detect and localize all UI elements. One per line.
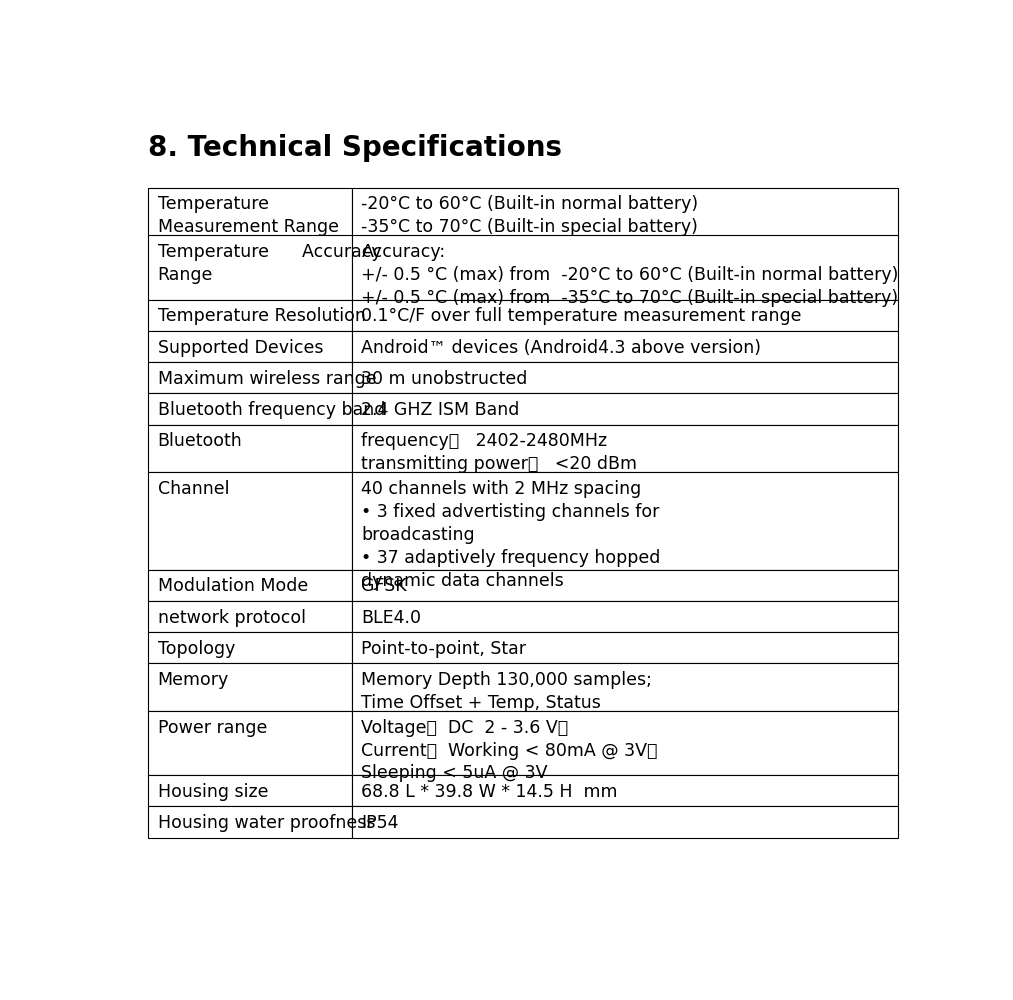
Text: 68.8 L * 39.8 W * 14.5 H  mm: 68.8 L * 39.8 W * 14.5 H mm	[362, 783, 618, 801]
Bar	[353, 425, 898, 472]
Bar	[353, 775, 898, 806]
Bar	[148, 331, 353, 362]
Bar	[148, 806, 353, 838]
Text: Voltage：  DC  2 - 3.6 V；
Current：  Working < 80mA @ 3V；
Sleeping < 5uA @ 3V: Voltage： DC 2 - 3.6 V； Current： Working …	[362, 719, 657, 782]
Bar	[353, 300, 898, 331]
Text: 40 channels with 2 MHz spacing
• 3 fixed advertisting channels for
broadcasting
: 40 channels with 2 MHz spacing • 3 fixed…	[362, 480, 660, 590]
Text: Modulation Mode: Modulation Mode	[158, 577, 308, 595]
Text: Housing size: Housing size	[158, 783, 268, 801]
Bar	[148, 235, 353, 300]
Bar	[353, 806, 898, 838]
Bar	[353, 601, 898, 632]
Text: Memory: Memory	[158, 671, 229, 689]
Bar	[148, 632, 353, 663]
Text: Maximum wireless range: Maximum wireless range	[158, 370, 376, 388]
Text: Bluetooth frequency band: Bluetooth frequency band	[158, 401, 385, 419]
Text: BLE4.0: BLE4.0	[362, 609, 421, 627]
Bar	[148, 362, 353, 393]
Text: Housing water proofness: Housing water proofness	[158, 814, 375, 832]
Bar	[148, 601, 353, 632]
Text: 0.1°C/F over full temperature measurement range: 0.1°C/F over full temperature measuremen…	[362, 307, 802, 325]
Text: Accuracy:
+/- 0.5 °C (max) from  -20°C to 60°C (Built-in normal battery)
+/- 0.5: Accuracy: +/- 0.5 °C (max) from -20°C to…	[362, 243, 899, 307]
Text: 2.4 GHZ ISM Band: 2.4 GHZ ISM Band	[362, 401, 520, 419]
Text: 8. Technical Specifications: 8. Technical Specifications	[148, 134, 562, 162]
Text: Temperature
Measurement Range: Temperature Measurement Range	[158, 195, 338, 236]
Bar	[148, 711, 353, 775]
Text: Temperature Resolution: Temperature Resolution	[158, 307, 366, 325]
Bar	[353, 393, 898, 425]
Text: Supported Devices: Supported Devices	[158, 339, 323, 357]
Text: Point-to-point, Star: Point-to-point, Star	[362, 640, 527, 658]
Bar	[353, 331, 898, 362]
Bar	[148, 300, 353, 331]
Text: GFSK: GFSK	[362, 577, 407, 595]
Text: Topology: Topology	[158, 640, 235, 658]
Bar	[353, 188, 898, 235]
Bar	[148, 663, 353, 711]
Bar	[148, 570, 353, 601]
Text: Temperature      Accuracy
Range: Temperature Accuracy Range	[158, 243, 381, 284]
Text: -20°C to 60°C (Built-in normal battery)
-35°C to 70°C (Built-in special battery): -20°C to 60°C (Built-in normal battery) …	[362, 195, 699, 236]
Bar	[353, 711, 898, 775]
Text: IP54: IP54	[362, 814, 399, 832]
Bar	[148, 775, 353, 806]
Bar	[353, 663, 898, 711]
Bar	[353, 472, 898, 570]
Text: network protocol: network protocol	[158, 609, 306, 627]
Bar	[148, 188, 353, 235]
Bar	[148, 393, 353, 425]
Text: Power range: Power range	[158, 719, 267, 737]
Bar	[353, 632, 898, 663]
Text: frequency：   2402-2480MHz
transmitting power：   <20 dBm: frequency： 2402-2480MHz transmitting pow…	[362, 432, 637, 473]
Bar	[148, 472, 353, 570]
Text: Android™ devices (Android4.3 above version): Android™ devices (Android4.3 above versi…	[362, 339, 762, 357]
Bar	[353, 570, 898, 601]
Bar	[353, 362, 898, 393]
Text: Bluetooth: Bluetooth	[158, 432, 242, 450]
Text: Memory Depth 130,000 samples;
Time Offset + Temp, Status: Memory Depth 130,000 samples; Time Offse…	[362, 671, 652, 712]
Bar	[148, 425, 353, 472]
Text: Channel: Channel	[158, 480, 229, 498]
Text: 30 m unobstructed: 30 m unobstructed	[362, 370, 528, 388]
Bar	[353, 235, 898, 300]
